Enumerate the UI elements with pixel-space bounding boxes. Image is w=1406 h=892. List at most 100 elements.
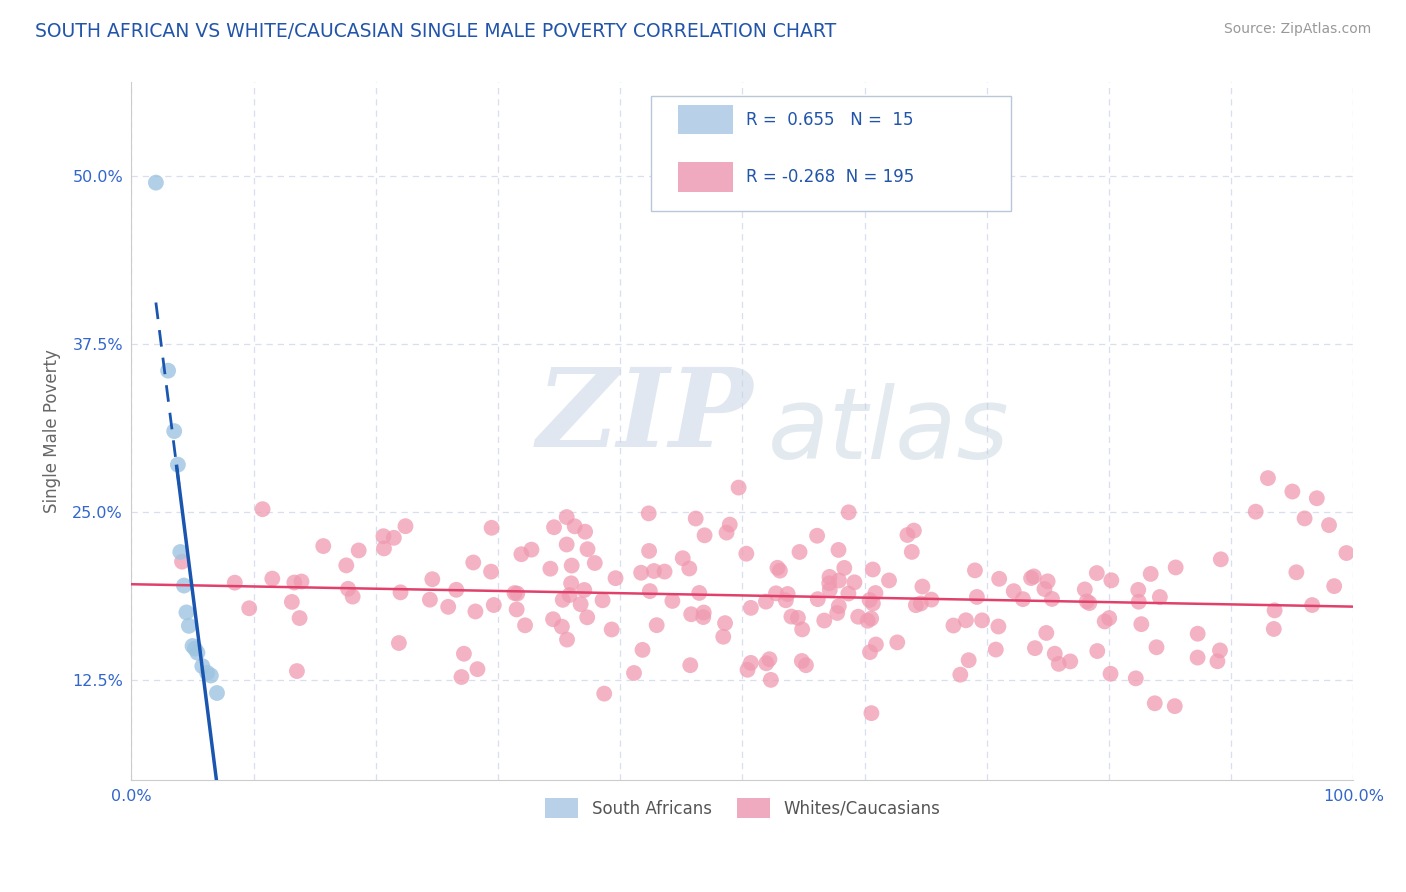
- Point: [794, 658, 817, 673]
- Point: [1099, 666, 1122, 681]
- Point: [789, 545, 811, 559]
- Point: [347, 543, 370, 558]
- Point: [510, 547, 533, 561]
- Point: [672, 551, 695, 566]
- Point: [865, 586, 887, 600]
- Point: [860, 611, 883, 625]
- Point: [790, 654, 813, 668]
- Point: [638, 544, 661, 558]
- Point: [1264, 603, 1286, 617]
- Point: [1306, 491, 1329, 506]
- Point: [560, 576, 582, 591]
- Point: [541, 612, 564, 626]
- Point: [955, 613, 977, 627]
- Point: [181, 639, 204, 653]
- Point: [1323, 579, 1346, 593]
- Point: [157, 364, 180, 378]
- Point: [238, 601, 260, 615]
- Point: [1125, 671, 1147, 685]
- Point: [543, 520, 565, 534]
- Point: [828, 599, 851, 614]
- Point: [1128, 582, 1150, 597]
- Point: [555, 510, 578, 524]
- Point: [1130, 617, 1153, 632]
- Point: [600, 623, 623, 637]
- Point: [1043, 647, 1066, 661]
- Text: ZIP: ZIP: [536, 363, 754, 471]
- Point: [740, 656, 762, 670]
- Point: [505, 602, 527, 616]
- Point: [1146, 640, 1168, 655]
- Point: [828, 574, 851, 588]
- Point: [1206, 654, 1229, 668]
- Point: [1036, 574, 1059, 589]
- Point: [681, 607, 703, 622]
- Point: [838, 505, 860, 519]
- Point: [1187, 650, 1209, 665]
- Point: [482, 598, 505, 612]
- Point: [288, 611, 311, 625]
- Point: [1047, 657, 1070, 671]
- Point: [520, 542, 543, 557]
- Y-axis label: Single Male Poverty: Single Male Poverty: [44, 349, 60, 513]
- Point: [167, 458, 190, 472]
- Point: [1281, 484, 1303, 499]
- Point: [860, 706, 883, 720]
- Point: [583, 556, 606, 570]
- Point: [693, 606, 716, 620]
- Text: Source: ZipAtlas.com: Source: ZipAtlas.com: [1223, 22, 1371, 37]
- Point: [877, 574, 900, 588]
- Point: [856, 614, 879, 628]
- Point: [285, 664, 308, 678]
- Point: [503, 586, 526, 600]
- Point: [832, 561, 855, 575]
- Point: [1076, 594, 1098, 608]
- Point: [437, 599, 460, 614]
- Point: [467, 662, 489, 676]
- Point: [1059, 654, 1081, 668]
- Point: [1139, 566, 1161, 581]
- Point: [1128, 595, 1150, 609]
- Point: [205, 686, 228, 700]
- Point: [780, 609, 803, 624]
- Point: [1317, 518, 1340, 533]
- Point: [910, 597, 932, 611]
- Point: [1002, 584, 1025, 599]
- Point: [984, 642, 1007, 657]
- Point: [862, 597, 884, 611]
- Point: [825, 606, 848, 620]
- Point: [1164, 560, 1187, 574]
- Text: SOUTH AFRICAN VS WHITE/CAUCASIAN SINGLE MALE POVERTY CORRELATION CHART: SOUTH AFRICAN VS WHITE/CAUCASIAN SINGLE …: [35, 22, 837, 41]
- Point: [551, 592, 574, 607]
- Point: [1294, 511, 1316, 525]
- Point: [714, 616, 737, 631]
- Point: [388, 636, 411, 650]
- Point: [900, 545, 922, 559]
- Point: [740, 600, 762, 615]
- Point: [450, 670, 472, 684]
- Point: [281, 595, 304, 609]
- Point: [420, 572, 443, 586]
- Point: [1022, 569, 1045, 583]
- Point: [1301, 598, 1323, 612]
- Point: [200, 668, 222, 682]
- Point: [678, 561, 700, 575]
- Point: [419, 592, 441, 607]
- Point: [176, 606, 198, 620]
- Point: [1012, 592, 1035, 607]
- Point: [163, 424, 186, 438]
- Point: [661, 594, 683, 608]
- Point: [846, 609, 869, 624]
- Point: [827, 543, 849, 558]
- Point: [903, 524, 925, 538]
- Point: [555, 537, 578, 551]
- Point: [1164, 699, 1187, 714]
- Point: [844, 575, 866, 590]
- Point: [911, 580, 934, 594]
- Point: [1149, 590, 1171, 604]
- Point: [170, 555, 193, 569]
- Point: [765, 586, 787, 600]
- Point: [654, 565, 676, 579]
- Point: [679, 658, 702, 673]
- Bar: [678, 162, 733, 192]
